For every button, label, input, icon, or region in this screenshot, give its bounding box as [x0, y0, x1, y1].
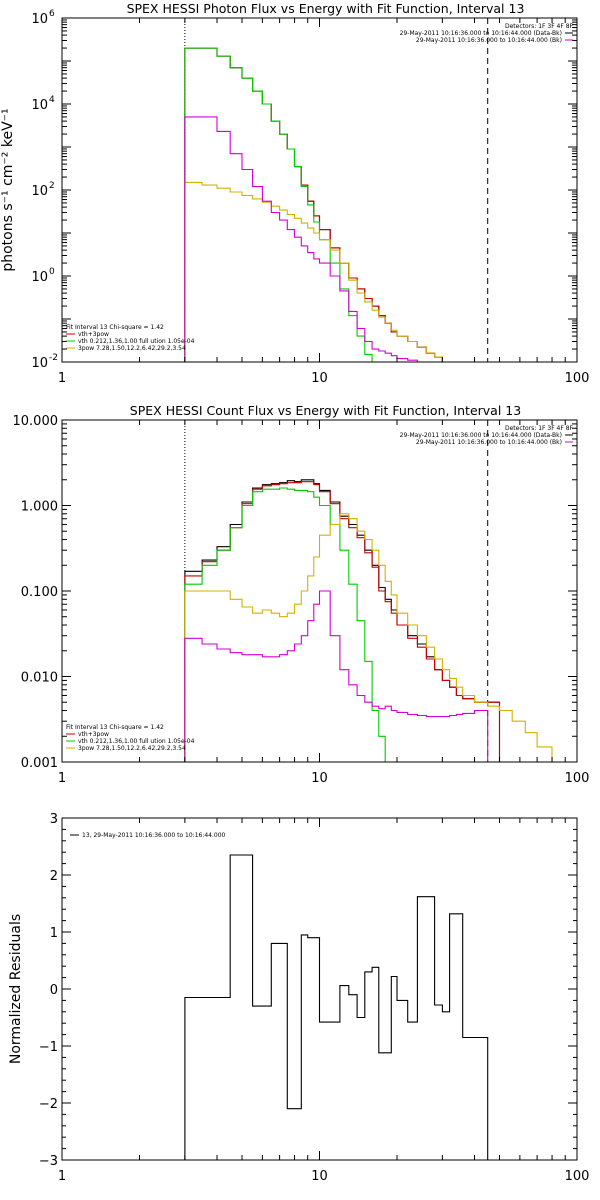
series-vth+3pow	[184, 47, 451, 362]
y-tick-label: 0.100	[21, 585, 58, 600]
y-tick-exponent: 4	[49, 95, 55, 105]
legend-entry: 29-May-2011 10:16:36.000 to 10:16:44.000…	[400, 30, 562, 37]
series-group	[184, 479, 553, 762]
x-tick-label: 10	[311, 371, 328, 386]
y-axis: −3 −2 −1 0 1 2 3	[39, 812, 577, 1169]
x-tick-label: 1	[58, 371, 66, 386]
series-Data-Bk	[184, 47, 451, 362]
x-tick-label: 100	[565, 371, 590, 386]
legend-entry: vth+3pow	[78, 331, 109, 338]
x-tick-label: 1	[58, 1169, 66, 1184]
y-tick-label: 1	[50, 926, 58, 941]
y-tick-label: 0	[50, 983, 58, 998]
y-tick-label: 0.001	[21, 756, 58, 771]
series-3pow	[184, 181, 451, 362]
y-tick-label: 10	[31, 98, 48, 113]
series-group	[184, 854, 489, 1160]
legend-entry: vth 0.212,1.36,1.00 full ution 1.05e-04	[78, 738, 195, 745]
x-axis: 1 10 100	[58, 818, 590, 1184]
legend-bottom: Fit Interval 13 Chi-square = 1.42vth+3po…	[66, 724, 195, 752]
chart-panel-1: SPEX HESSI Photon Flux vs Energy with Fi…	[0, 1, 590, 386]
series-Data-Bk	[184, 479, 501, 762]
series-3pow	[184, 513, 553, 762]
chart-title: SPEX HESSI Count Flux vs Energy with Fit…	[130, 403, 521, 418]
y-tick-label: 10	[31, 12, 48, 27]
series-residuals	[184, 854, 489, 1160]
y-tick-label: 3	[50, 812, 58, 827]
y-tick-exponent: 6	[49, 9, 55, 19]
y-tick-label: −1	[39, 1040, 58, 1055]
y-tick-label: 10	[31, 270, 48, 285]
series-vth	[184, 47, 380, 362]
y-tick-exponent: 2	[49, 181, 55, 191]
y-tick-label: −3	[39, 1154, 58, 1169]
y-tick-label: 10	[31, 356, 48, 371]
legend: 13, 29-May-2011 10:16:36.000 to 10:16:44…	[70, 832, 226, 839]
y-axis-label: Normalized Residuals	[8, 914, 24, 1064]
y-tick-label: 2	[50, 869, 58, 884]
legend-entry: 3pow 7.28,1.50,12.2,6.42,29.2,3.54	[78, 345, 186, 352]
y-tick-exponent: -2	[49, 353, 58, 363]
legend-header: Fit Interval 13 Chi-square = 1.42	[66, 324, 164, 331]
legend-entry: 29-May-2011 10:16:36.000 to 10:16:44.000…	[416, 37, 562, 44]
x-tick-label: 1	[58, 771, 66, 786]
legend-entry: 29-May-2011 10:16:36.000 to 10:16:44.000…	[400, 432, 562, 439]
y-tick-label: −2	[39, 1097, 58, 1112]
legend-entry: 13, 29-May-2011 10:16:36.000 to 10:16:44…	[82, 832, 226, 839]
series-Bk	[184, 116, 427, 362]
legend-entry: vth+3pow	[78, 731, 109, 738]
legend-entry: 29-May-2011 10:16:36.000 to 10:16:44.000…	[416, 439, 562, 446]
plot-frame	[61, 17, 578, 363]
series-vth	[184, 487, 386, 762]
x-tick-label: 100	[565, 771, 590, 786]
y-tick-label: 10	[31, 184, 48, 199]
legend-entry: 3pow 7.28,1.50,12.2,6.42,29.2,3.54	[78, 745, 186, 752]
legend-entry: vth 0.212,1.36,1.00 full ution 1.05e-04	[78, 338, 195, 345]
x-tick-label: 10	[311, 1169, 328, 1184]
series-group	[184, 47, 451, 362]
legend-bottom: Fit Interval 13 Chi-square = 1.42vth+3po…	[66, 324, 195, 352]
y-tick-label: 10.000	[13, 414, 59, 429]
x-tick-label: 100	[565, 1169, 590, 1184]
legend-header: Detectors: 1F 3F 4F 8F	[505, 23, 574, 30]
y-tick-label: 0.010	[21, 671, 58, 686]
legend-header: Fit Interval 13 Chi-square = 1.42	[66, 724, 164, 731]
x-tick-label: 10	[311, 771, 328, 786]
chart-title: SPEX HESSI Photon Flux vs Energy with Fi…	[127, 1, 525, 16]
y-axis: 0.001 0.010 0.100 1.000 10.000	[13, 414, 577, 771]
chart-panel-2: SPEX HESSI Count Flux vs Energy with Fit…	[13, 403, 590, 786]
x-axis: 1 10 100	[58, 420, 590, 786]
chart-panel-3: 1 10 100 −3 −2 −1 0 1 2 3 Normalized Residuals 13, …	[8, 812, 589, 1184]
legend-header: Detectors: 1F 3F 4F 8F	[505, 425, 574, 432]
y-tick-label: 1.000	[21, 500, 58, 515]
y-tick-exponent: 0	[49, 267, 55, 277]
series-Bk	[184, 590, 489, 762]
y-axis-label: photons s⁻¹ cm⁻² keV⁻¹	[0, 108, 16, 271]
x-axis: 1 10 100	[58, 18, 590, 386]
